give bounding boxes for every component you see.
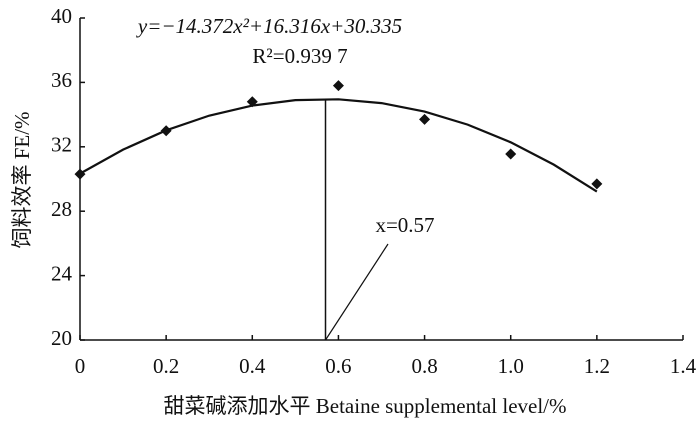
- x-tick-label: 1.2: [584, 354, 610, 378]
- equation: y=−14.372x²+16.316x+30.335: [136, 14, 402, 38]
- data-point: [332, 80, 344, 92]
- data-point: [591, 178, 603, 190]
- r-squared: R²=0.939 7: [252, 44, 347, 68]
- data-point: [505, 148, 517, 160]
- y-tick-label: 36: [51, 68, 72, 92]
- data-point: [74, 168, 86, 180]
- y-tick-label: 20: [51, 326, 72, 350]
- annotation-pointer: [325, 243, 389, 341]
- y-axis-label: 饲料效率 FE/%: [10, 111, 34, 248]
- x-tick-label: 1.0: [498, 354, 524, 378]
- data-point: [160, 125, 172, 137]
- y-tick-label: 32: [51, 133, 72, 157]
- y-tick-label: 24: [51, 261, 73, 285]
- x-tick-label: 0.8: [411, 354, 437, 378]
- annotation: x=0.57: [375, 213, 434, 237]
- x-tick-label: 0.6: [325, 354, 351, 378]
- x-axis-label: 甜菜碱添加水平 Betaine supplemental level/%: [164, 394, 567, 418]
- x-tick-label: 0.4: [239, 354, 266, 378]
- x-tick-label: 1.4: [670, 354, 697, 378]
- data-point: [419, 113, 431, 125]
- x-tick-label: 0.2: [153, 354, 179, 378]
- y-tick-label: 40: [51, 4, 72, 28]
- y-tick-label: 28: [51, 197, 72, 221]
- x-tick-label: 0: [75, 354, 86, 378]
- fit-curve: [79, 98, 598, 193]
- data-point: [246, 96, 258, 108]
